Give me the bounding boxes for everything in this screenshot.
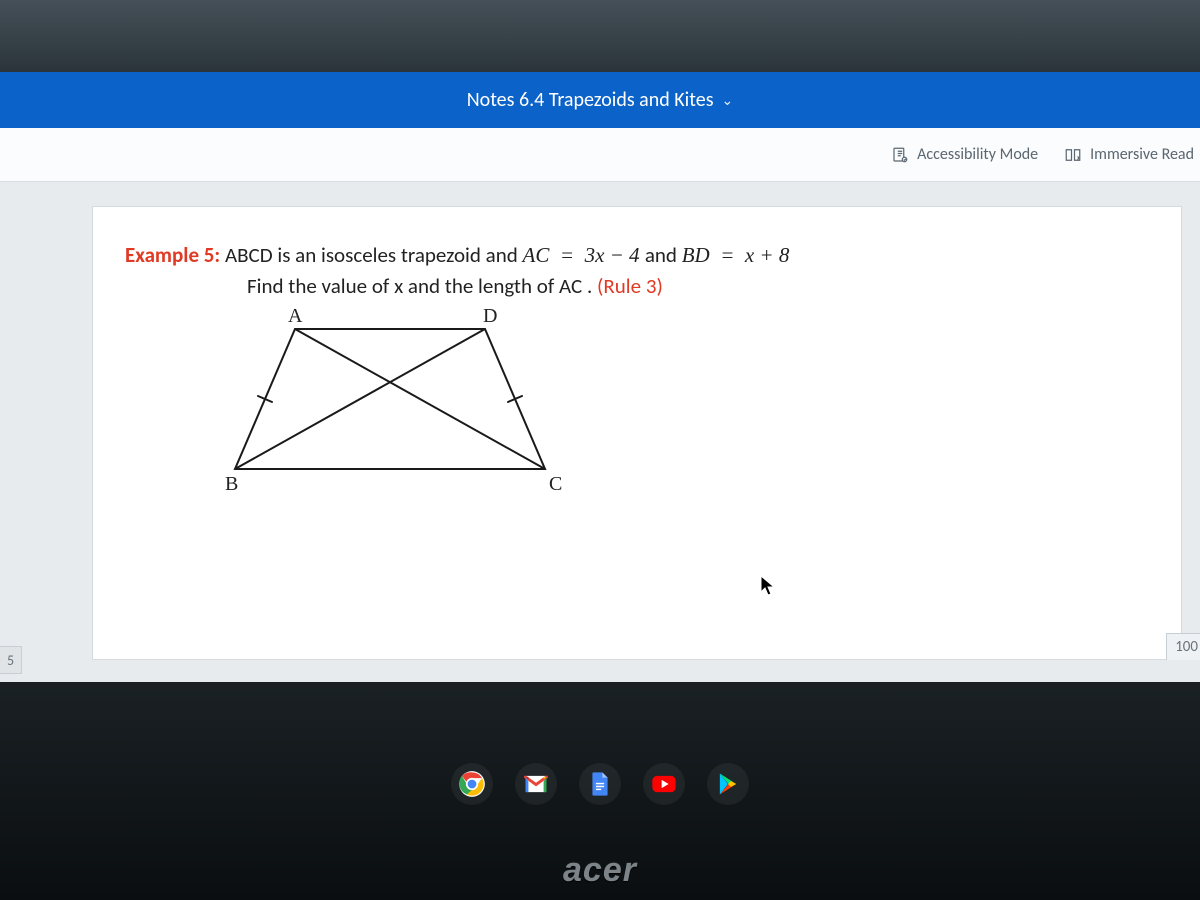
- document-content: Example 5: ABCD is an isosceles trapezoi…: [93, 207, 1181, 539]
- vertex-label-a: A: [288, 305, 302, 328]
- text-segment: ABCD is an isosceles trapezoid and: [225, 242, 523, 268]
- text-segment: Find the value of: [247, 273, 394, 299]
- example-line-2: Find the value of x and the length of AC…: [247, 273, 1153, 299]
- eq-lhs: BD: [682, 243, 710, 267]
- example-label: Example 5:: [125, 242, 220, 268]
- docs-icon[interactable]: [579, 763, 621, 805]
- var-ac: AC: [559, 273, 582, 299]
- gmail-icon[interactable]: [515, 763, 557, 805]
- rule-reference: (Rule 3): [597, 273, 663, 299]
- zoom-level[interactable]: 100: [1166, 633, 1200, 660]
- vertex-label-d: D: [483, 305, 497, 328]
- eq-rhs: 3x − 4: [585, 243, 640, 267]
- immersive-reader-button[interactable]: Immersive Read: [1064, 145, 1194, 164]
- chrome-icon[interactable]: [451, 763, 493, 805]
- title-bar: Notes 6.4 Trapezoids and Kites ⌄: [0, 72, 1200, 128]
- accessibility-label: Accessibility Mode: [917, 145, 1038, 164]
- document-page: Example 5: ABCD is an isosceles trapezoi…: [92, 206, 1182, 660]
- text-segment: and the length of: [408, 273, 559, 299]
- equation-ac: AC = 3x − 4: [523, 243, 645, 267]
- immersive-reader-label: Immersive Read: [1090, 145, 1194, 164]
- accessibility-mode-button[interactable]: Accessibility Mode: [891, 145, 1038, 164]
- taskbar-shelf: [0, 756, 1200, 812]
- var-x: x: [394, 273, 403, 299]
- toolbar: Accessibility Mode Immersive Read: [0, 128, 1200, 182]
- laptop-brand: acer: [0, 851, 1200, 890]
- eq-rhs: x + 8: [745, 243, 790, 267]
- page-number-tab[interactable]: 5: [0, 646, 22, 674]
- mouse-cursor-icon: [760, 575, 776, 597]
- eq-lhs: AC: [523, 243, 550, 267]
- text-segment: .: [587, 273, 597, 299]
- chevron-down-icon[interactable]: ⌄: [722, 92, 734, 109]
- document-title[interactable]: Notes 6.4 Trapezoids and Kites: [467, 88, 714, 112]
- text-segment: and: [645, 242, 682, 268]
- play-icon[interactable]: [707, 763, 749, 805]
- vertex-label-b: B: [225, 473, 238, 496]
- bezel-top: [0, 0, 1200, 72]
- immersive-reader-icon: [1064, 146, 1082, 164]
- trapezoid-figure: A D B C: [225, 319, 585, 519]
- example-line-1: Example 5: ABCD is an isosceles trapezoi…: [125, 241, 1153, 269]
- youtube-icon[interactable]: [643, 763, 685, 805]
- document-surface: Example 5: ABCD is an isosceles trapezoi…: [0, 182, 1200, 682]
- equation-bd: BD = x + 8: [682, 243, 790, 267]
- vertex-label-c: C: [549, 473, 562, 496]
- accessibility-icon: [891, 146, 909, 164]
